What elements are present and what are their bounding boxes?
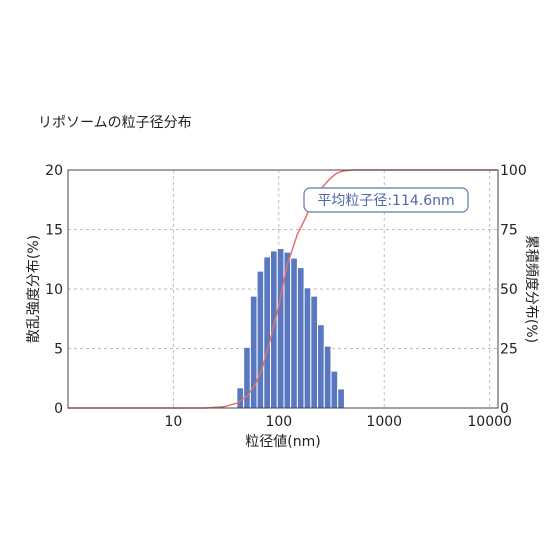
histogram-bar [310, 295, 319, 409]
histogram-bar [270, 250, 278, 409]
histogram-bar [296, 267, 305, 409]
y-right-tick-label: 0 [500, 401, 509, 417]
y-right-tick-label: 75 [500, 223, 518, 239]
histogram-bars [236, 248, 345, 409]
histogram-bar [243, 346, 251, 409]
y-right-axis-title: 累積頻度分布(%) [523, 235, 539, 343]
y-left-tick-label: 20 [45, 163, 63, 179]
y-right-tick-label: 25 [500, 342, 518, 358]
annotation-text: 平均粒子径:114.6nm [317, 193, 454, 209]
y-left-tick-label: 0 [54, 401, 63, 417]
annotation-box [303, 187, 469, 213]
histogram-bar [317, 324, 325, 409]
histogram-bar [323, 345, 332, 409]
histogram-bar [236, 387, 245, 409]
y-right-tick-label: 100 [500, 163, 527, 179]
histogram-bar [337, 388, 345, 409]
y-left-tick-label: 5 [54, 342, 63, 358]
x-tick-label: 1000 [366, 414, 402, 430]
histogram-bar [256, 270, 265, 409]
x-tick-label: 10000 [467, 414, 512, 430]
y-right-tick-label: 50 [500, 282, 518, 298]
cumulative-curve-group [68, 169, 498, 409]
average-size-annotation: 平均粒子径:114.6nm [303, 187, 469, 213]
histogram-bar [263, 256, 272, 409]
x-axis-title: 粒径値(nm) [245, 434, 320, 450]
chart-title: リポソームの粒子径分布 [38, 115, 192, 131]
histogram-bar [303, 287, 312, 409]
y-left-axis-title: 散乱強度分布(%) [26, 235, 42, 343]
histogram-bar [290, 257, 298, 409]
x-tick-label: 10 [164, 414, 182, 430]
y-left-tick-label: 10 [45, 282, 63, 298]
histogram-bar [276, 248, 285, 409]
x-tick-label: 100 [265, 414, 292, 430]
y-left-tick-label: 15 [45, 223, 63, 239]
cumulative-curve [68, 169, 498, 409]
histogram-bar [330, 370, 339, 409]
plot-frame [67, 169, 499, 409]
